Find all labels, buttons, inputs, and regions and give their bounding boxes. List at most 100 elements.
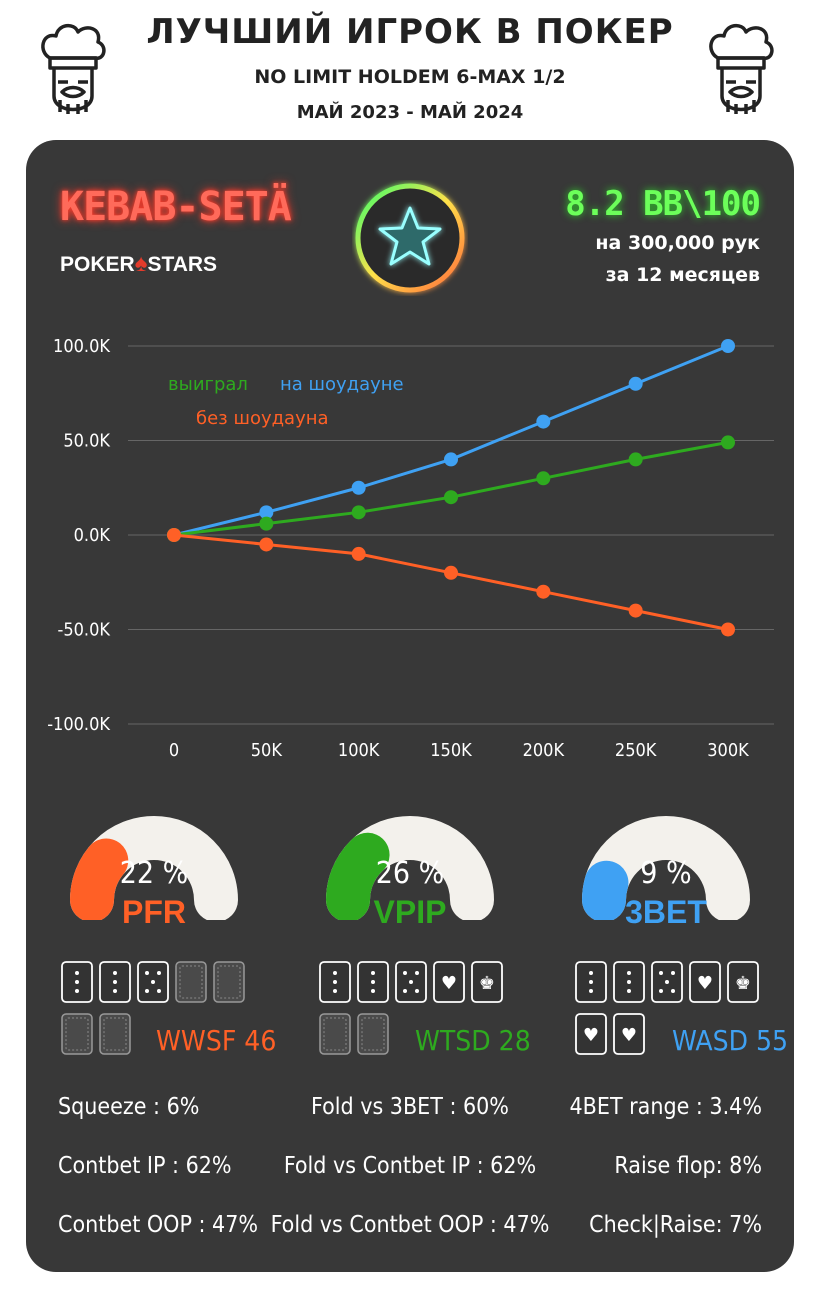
gauge-fill <box>326 832 390 920</box>
data-point <box>536 414 551 429</box>
card-back-icon <box>213 961 245 1003</box>
card-icon <box>357 961 389 1003</box>
data-point <box>628 376 643 391</box>
spade-icon: ♠ <box>134 250 148 277</box>
data-point <box>351 480 366 495</box>
wasd-stat: WASD 55 <box>672 1024 789 1057</box>
card-back-icon <box>319 1013 351 1055</box>
x-tick-label: 250K <box>615 740 657 761</box>
data-point <box>259 516 274 531</box>
pfr-value: 22 % <box>119 856 189 891</box>
winrate: 8.2 BB\100 <box>565 184 761 224</box>
card-back-icon <box>61 1013 93 1055</box>
card-icon <box>575 961 607 1003</box>
contbet-oop-stat: Contbet OOP : 47% <box>58 1212 259 1238</box>
svg-text:♥: ♥ <box>583 1025 599 1046</box>
cards-group-pfr <box>61 961 245 1055</box>
chef-king-icon <box>41 23 106 114</box>
wtsd-stat: WTSD 28 <box>415 1024 531 1057</box>
card-icon <box>319 961 351 1003</box>
cards-group-vpip: ♥ ♚ <box>319 961 503 1055</box>
pokerstars-logo: POKER♠STARS <box>60 250 217 278</box>
x-tick-label: 50K <box>251 740 283 761</box>
check-raise-stat: Check|Raise: 7% <box>589 1212 762 1238</box>
cards-group-3bet: ♥ ♚ ♥ ♥ <box>575 961 759 1055</box>
card-icon <box>61 961 93 1003</box>
data-point <box>259 505 274 520</box>
hands-count: на 300,000 рук <box>595 232 760 254</box>
card-back-icon <box>175 961 207 1003</box>
pfr-gauge <box>70 816 238 920</box>
data-point <box>721 622 735 637</box>
fold-vs-contbet-oop-stat: Fold vs Contbet OOP : 47% <box>270 1212 550 1238</box>
raise-flop-stat: Raise flop: 8% <box>614 1153 762 1179</box>
3bet-gauge <box>582 816 750 920</box>
gauge-fill <box>70 838 129 920</box>
winnings-line-chart: 100.0K 50.0K 0.0K -50.0K -100.0K 0 50K 100K 150K… <box>47 336 774 761</box>
wwsf-stat: WWSF 46 <box>156 1024 277 1057</box>
y-tick-label: 100.0K <box>53 336 110 357</box>
data-point <box>721 435 735 450</box>
y-tick-label: 0.0K <box>74 525 111 546</box>
card-back-icon <box>99 1013 131 1055</box>
card-icon <box>99 961 131 1003</box>
y-tick-label: -100.0K <box>47 714 110 735</box>
legend-label: без шоудауна <box>196 408 329 429</box>
data-point <box>536 584 551 599</box>
months-count: за 12 месяцев <box>605 264 760 286</box>
card-icon: ♥ <box>575 1013 607 1055</box>
contbet-ip-stat: Contbet IP : 62% <box>58 1153 232 1179</box>
data-point <box>167 528 181 542</box>
svg-text:♚: ♚ <box>735 973 751 994</box>
4bet-range-stat: 4BET range : 3.4% <box>569 1094 762 1120</box>
legend-label: выиграл <box>168 374 248 395</box>
3bet-label: 3BET <box>625 894 707 930</box>
squeeze-stat: Squeeze : 6% <box>58 1094 200 1120</box>
fold-vs-3bet-stat: Fold vs 3BET : 60% <box>311 1094 509 1120</box>
svg-text:♥: ♥ <box>441 973 457 994</box>
star-badge-icon <box>355 183 465 293</box>
svg-text:♥: ♥ <box>621 1025 637 1046</box>
vpip-label: VPIP <box>373 894 447 930</box>
page-title: ЛУЧШИЙ ИГРОК В ПОКЕР <box>146 12 674 52</box>
x-tick-label: 200K <box>523 740 565 761</box>
fold-vs-contbet-ip-stat: Fold vs Contbet IP : 62% <box>283 1153 537 1179</box>
svg-text:♚: ♚ <box>479 973 495 994</box>
card-icon: ♚ <box>471 961 503 1003</box>
card-back-icon <box>357 1013 389 1055</box>
data-point <box>444 490 458 505</box>
data-point <box>628 603 643 618</box>
data-point <box>351 505 366 520</box>
x-tick-label: 150K <box>430 740 472 761</box>
3bet-value: 9 % <box>640 856 692 891</box>
card-icon: ♚ <box>727 961 759 1003</box>
data-point <box>444 452 458 467</box>
x-tick-label: 100K <box>338 740 380 761</box>
data-point <box>628 452 643 467</box>
card-icon <box>137 961 169 1003</box>
vpip-gauge <box>326 816 494 920</box>
svg-text:♥: ♥ <box>697 973 713 994</box>
card-icon <box>395 961 427 1003</box>
y-tick-label: 50.0K <box>63 431 110 452</box>
x-tick-label: 300K <box>707 740 749 761</box>
data-point <box>351 546 366 561</box>
card-icon: ♥ <box>613 1013 645 1055</box>
stats-card: KEBAB-SETÄ POKER♠STARS 8.2 BB\100 на 300… <box>26 140 794 1272</box>
data-point <box>536 471 551 486</box>
logo-text-right: STARS <box>147 253 218 276</box>
y-tick-label: -50.0K <box>57 620 110 641</box>
vpip-value: 26 % <box>375 856 445 891</box>
chef-king-icon <box>709 23 774 114</box>
gauge-fill <box>582 860 629 920</box>
data-point <box>444 565 458 580</box>
legend-label: на шоудауне <box>280 374 404 395</box>
card-icon: ♥ <box>433 961 465 1003</box>
data-point <box>721 339 735 353</box>
x-tick-label: 0 <box>169 740 179 761</box>
card-icon <box>613 961 645 1003</box>
player-name: KEBAB-SETÄ <box>60 184 292 230</box>
data-point <box>259 537 274 552</box>
pfr-label: PFR <box>122 894 186 930</box>
card-icon <box>651 961 683 1003</box>
